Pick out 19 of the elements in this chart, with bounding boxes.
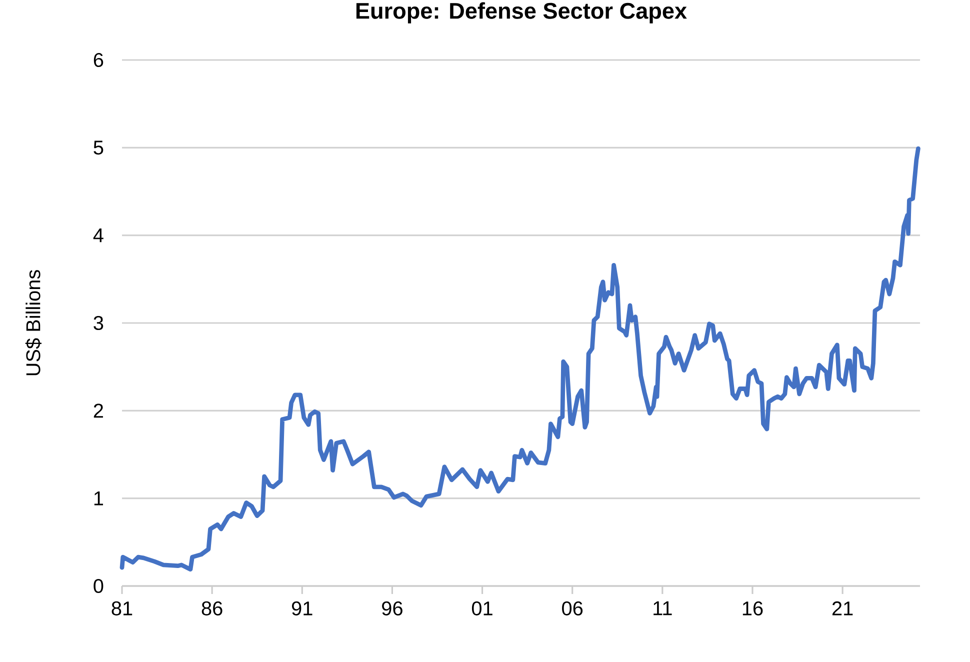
x-tick-label: 11 (654, 601, 672, 616)
y-tick-label: 3 (94, 316, 104, 330)
line-series (120, 146, 920, 572)
x-tick-label: 21 (832, 601, 853, 616)
y-tick-label: 5 (94, 140, 104, 155)
x-tick-label: 81 (112, 601, 132, 616)
y-axis-title: US$ Billions (25, 270, 42, 376)
x-tick-label: 86 (202, 601, 222, 616)
x-tick-label: 91 (292, 601, 312, 616)
y-tick-label: 0 (94, 578, 104, 594)
x-tick-label: 01 (472, 601, 492, 616)
y-tick-label: 1 (94, 491, 103, 506)
x-tick-label: 06 (562, 601, 583, 616)
x-tick-label: 96 (382, 601, 402, 616)
y-tick-label: 6 (94, 52, 104, 68)
y-tick-label: 2 (94, 404, 103, 418)
y-tick-label: 4 (93, 228, 104, 242)
x-tick-label: 16 (742, 601, 763, 616)
chart-title: Europe: Defense Sector Capex (356, 2, 687, 24)
